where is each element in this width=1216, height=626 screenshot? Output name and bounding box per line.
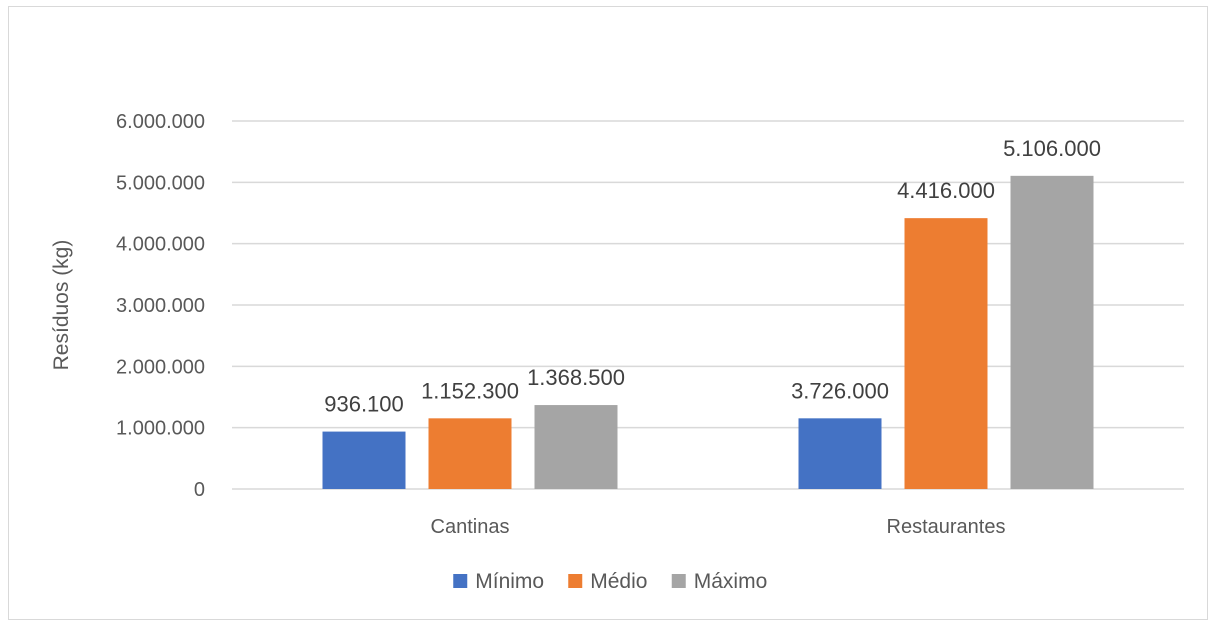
bars (322, 175, 1094, 490)
category-label: Restaurantes (887, 516, 1006, 538)
bar (322, 431, 406, 489)
category-label: Cantinas (431, 516, 510, 538)
bar (798, 418, 882, 489)
legend-swatch (568, 574, 583, 588)
y-tick-label: 1.000.000 (116, 418, 205, 440)
data-label: 1.368.500 (527, 365, 625, 390)
legend-swatch (671, 574, 686, 588)
legend-label: Mínimo (475, 570, 544, 593)
data-label: 5.106.000 (1003, 136, 1101, 161)
legend-swatch (453, 574, 468, 588)
bar (534, 405, 618, 489)
data-label: 4.416.000 (897, 178, 995, 203)
data-label: 3.726.000 (791, 378, 889, 403)
chart-frame (8, 6, 1208, 620)
legend-label: Máximo (694, 570, 768, 593)
y-axis-label: Resíduos (kg) (50, 240, 73, 371)
data-labels: 936.100 1.152.300 1.368.500 3.726.000 4.416.… (324, 136, 1101, 417)
bar (428, 418, 512, 489)
y-tick-label: 0 (194, 479, 205, 501)
y-axis-ticks: 0 1.000.000 2.000.000 3.000.000 4.000.000 5.0… (116, 111, 205, 501)
bar (1010, 175, 1094, 489)
y-tick-label: 5.000.000 (116, 172, 205, 194)
legend: Mínimo Médio Máximo (453, 570, 767, 593)
y-tick-label: 6.000.000 (116, 111, 205, 133)
data-label: 936.100 (324, 392, 404, 417)
y-tick-label: 3.000.000 (116, 295, 205, 317)
legend-label: Médio (590, 570, 647, 593)
y-tick-label: 4.000.000 (116, 234, 205, 256)
category-labels: Cantinas Restaurantes (431, 516, 1006, 538)
data-label: 1.152.300 (421, 378, 519, 403)
bar (904, 218, 988, 490)
y-tick-label: 2.000.000 (116, 356, 205, 378)
